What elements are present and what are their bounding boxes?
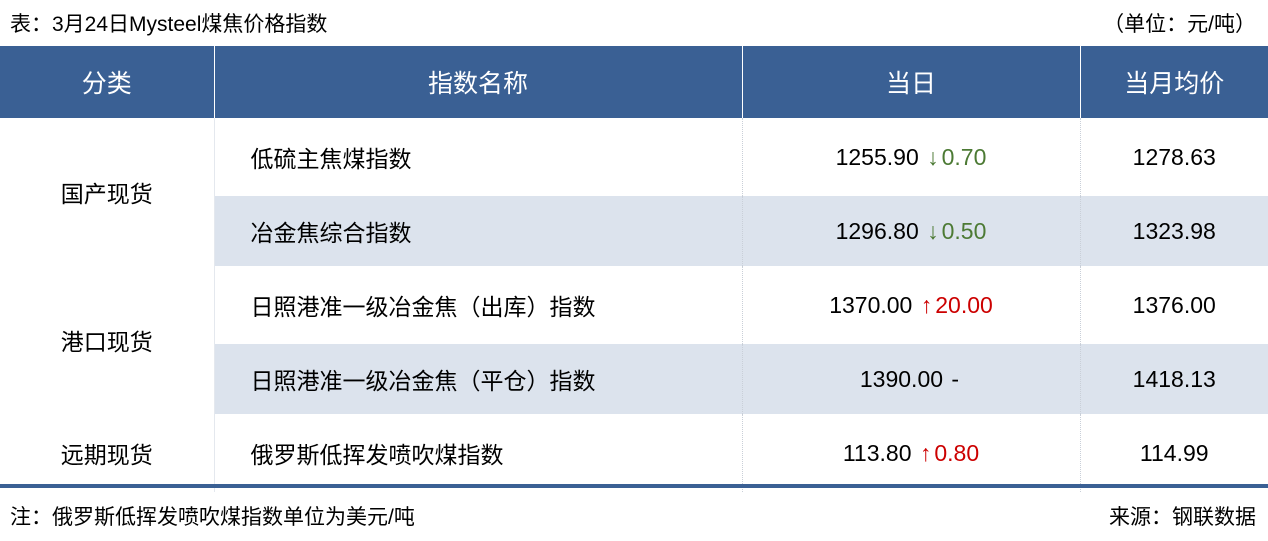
delta-value: 0.70 (941, 143, 987, 170)
price-index-table: 分类 指数名称 当日 当月均价 国产现货 低硫主焦煤指数 1255.90 ↓ 0.70… (0, 46, 1268, 492)
today-value-cell: 1370.00 ↑ 20.00 (742, 266, 1081, 344)
category-cell: 国产现货 (0, 118, 215, 266)
no-change-dash-icon: - (951, 365, 960, 392)
today-value-cell: 1255.90 ↓ 0.70 (742, 118, 1081, 196)
table-row: 港口现货 日照港准一级冶金焦（出库）指数 1370.00 ↑ 20.00 1376.00 (0, 266, 1268, 414)
today-price: 1296.80 (835, 217, 919, 244)
delta-value: 0.50 (941, 217, 987, 244)
index-name-cell: 俄罗斯低挥发喷吹煤指数 (214, 414, 743, 492)
footer-source: 来源：钢联数据 (1109, 505, 1256, 529)
header-row: 分类 指数名称 当日 当月均价 (0, 46, 1268, 118)
index-name-cell: 日照港准一级冶金焦（平仓）指数 (214, 344, 743, 414)
month-average-cell: 114.99 (1080, 414, 1268, 492)
table-caption: 表：3月24日Mysteel煤焦价格指数 （单位：元/吨） (0, 0, 1268, 46)
delta-value: 20.00 (935, 291, 993, 318)
month-average-cell: 1376.00 (1080, 266, 1268, 344)
arrow-up-icon: ↑ (919, 439, 932, 466)
month-average-cell: 1418.13 (1080, 344, 1268, 414)
delta-value: 0.80 (934, 439, 980, 466)
table-row: 远期现货 俄罗斯低挥发喷吹煤指数 113.80 ↑ 0.80 114.99 (0, 414, 1268, 492)
table-row: 国产现货 低硫主焦煤指数 1255.90 ↓ 0.70 1278.63 (0, 118, 1268, 266)
arrow-up-icon: ↑ (920, 291, 933, 318)
arrow-down-icon: ↓ (927, 217, 939, 244)
month-average-cell: 1323.98 (1080, 196, 1268, 266)
table-row: 冶金焦综合指数 1296.80 ↓ 0.50 1323.98 (0, 196, 1268, 266)
today-price: 113.80 (842, 439, 912, 466)
today-value-cell: 113.80 ↑ 0.80 (742, 414, 1081, 492)
table-header: 分类 指数名称 当日 当月均价 (0, 46, 1268, 118)
table-footer: 注：俄罗斯低挥发喷吹煤指数单位为美元/吨 来源：钢联数据 (0, 490, 1268, 541)
column-header-today: 当日 (742, 46, 1081, 118)
footer-note: 注：俄罗斯低挥发喷吹煤指数单位为美元/吨 (10, 505, 415, 529)
column-header-category: 分类 (0, 46, 215, 118)
index-name-cell: 低硫主焦煤指数 (214, 118, 743, 196)
category-cell: 港口现货 (0, 266, 215, 414)
table-body: 国产现货 低硫主焦煤指数 1255.90 ↓ 0.70 1278.63 冶金焦综合指数 12… (0, 118, 1268, 492)
today-price: 1390.00 (859, 365, 944, 392)
category-cell: 远期现货 (0, 414, 215, 492)
footer-divider (0, 484, 1268, 488)
caption-title: 表：3月24日Mysteel煤焦价格指数 (10, 13, 328, 36)
arrow-down-icon: ↓ (927, 143, 939, 170)
column-header-index-name: 指数名称 (214, 46, 743, 118)
index-name-cell: 冶金焦综合指数 (214, 196, 743, 266)
table-row: 日照港准一级冶金焦（平仓）指数 1390.00 -1418.13 (0, 344, 1268, 414)
today-price: 1370.00 (829, 291, 913, 318)
today-value-cell: 1296.80 ↓ 0.50 (742, 196, 1081, 266)
caption-unit: （单位：元/吨） (1103, 13, 1256, 36)
today-value-cell: 1390.00 - (742, 344, 1081, 414)
month-average-cell: 1278.63 (1080, 118, 1268, 196)
today-price: 1255.90 (835, 143, 919, 170)
column-header-month-avg: 当月均价 (1080, 46, 1268, 118)
index-name-cell: 日照港准一级冶金焦（出库）指数 (214, 266, 743, 344)
